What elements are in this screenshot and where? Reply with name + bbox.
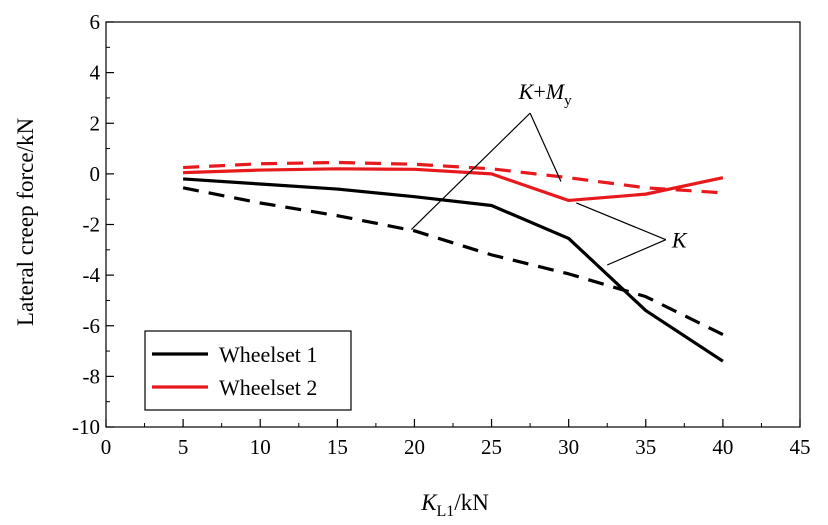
series-line-wheelset-1-solid bbox=[183, 177, 724, 363]
y-tick-label: 0 bbox=[90, 162, 101, 186]
y-tick-label: -6 bbox=[83, 314, 101, 338]
annotation-leader-line bbox=[410, 112, 531, 230]
x-axis-label-unit: /kN bbox=[454, 490, 489, 515]
x-tick-label: 10 bbox=[250, 435, 271, 459]
x-tick-label: 15 bbox=[327, 435, 348, 459]
x-tick-label: 0 bbox=[101, 435, 112, 459]
series-line-wheelset-2-dashed bbox=[183, 160, 723, 195]
legend-label: Wheelset 1 bbox=[219, 342, 317, 367]
legend-label: Wheelset 2 bbox=[219, 375, 317, 400]
y-axis-label: Lateral creep force/kN bbox=[13, 118, 38, 327]
annotation-leader-line bbox=[576, 202, 667, 241]
y-tick-label: -2 bbox=[83, 213, 101, 237]
x-axis-label-base: K bbox=[420, 490, 438, 515]
y-tick-label: 2 bbox=[90, 111, 101, 135]
legend-box bbox=[144, 330, 352, 411]
y-tick-label: 4 bbox=[90, 61, 101, 85]
annotation-k: K bbox=[671, 228, 688, 253]
plot-series bbox=[182, 160, 724, 363]
x-tick-label: 40 bbox=[712, 435, 733, 459]
x-tick-label: 35 bbox=[635, 435, 656, 459]
y-tick-label: -10 bbox=[72, 415, 100, 439]
y-tick-label: 6 bbox=[90, 10, 101, 34]
annotations: K+My K bbox=[410, 79, 688, 266]
x-tick-label: 25 bbox=[481, 435, 502, 459]
annotation-leader-line bbox=[529, 112, 562, 182]
x-tick-label: 20 bbox=[404, 435, 425, 459]
legend: Wheelset 1 Wheelset 2 bbox=[144, 330, 352, 411]
y-tick-label: -8 bbox=[83, 364, 101, 388]
y-tick-label: -4 bbox=[83, 263, 101, 287]
annotation-leader-line bbox=[606, 239, 667, 266]
series-line-wheelset-2-solid bbox=[183, 167, 724, 203]
x-axis-label: KL1/kN bbox=[420, 490, 489, 520]
x-tick-label: 45 bbox=[790, 435, 811, 459]
x-axis-label-sub: L1 bbox=[437, 503, 455, 520]
x-tick-label: 30 bbox=[558, 435, 579, 459]
axes: 0 5 10 15 20 25 30 35 40 45 -10 -8 -6 -4 -2 0 2 4 6 bbox=[72, 10, 811, 459]
x-tick-label: 5 bbox=[178, 435, 189, 459]
series-line-wheelset-1-dashed bbox=[182, 186, 724, 337]
annotation-kmy: K+My bbox=[518, 79, 572, 109]
